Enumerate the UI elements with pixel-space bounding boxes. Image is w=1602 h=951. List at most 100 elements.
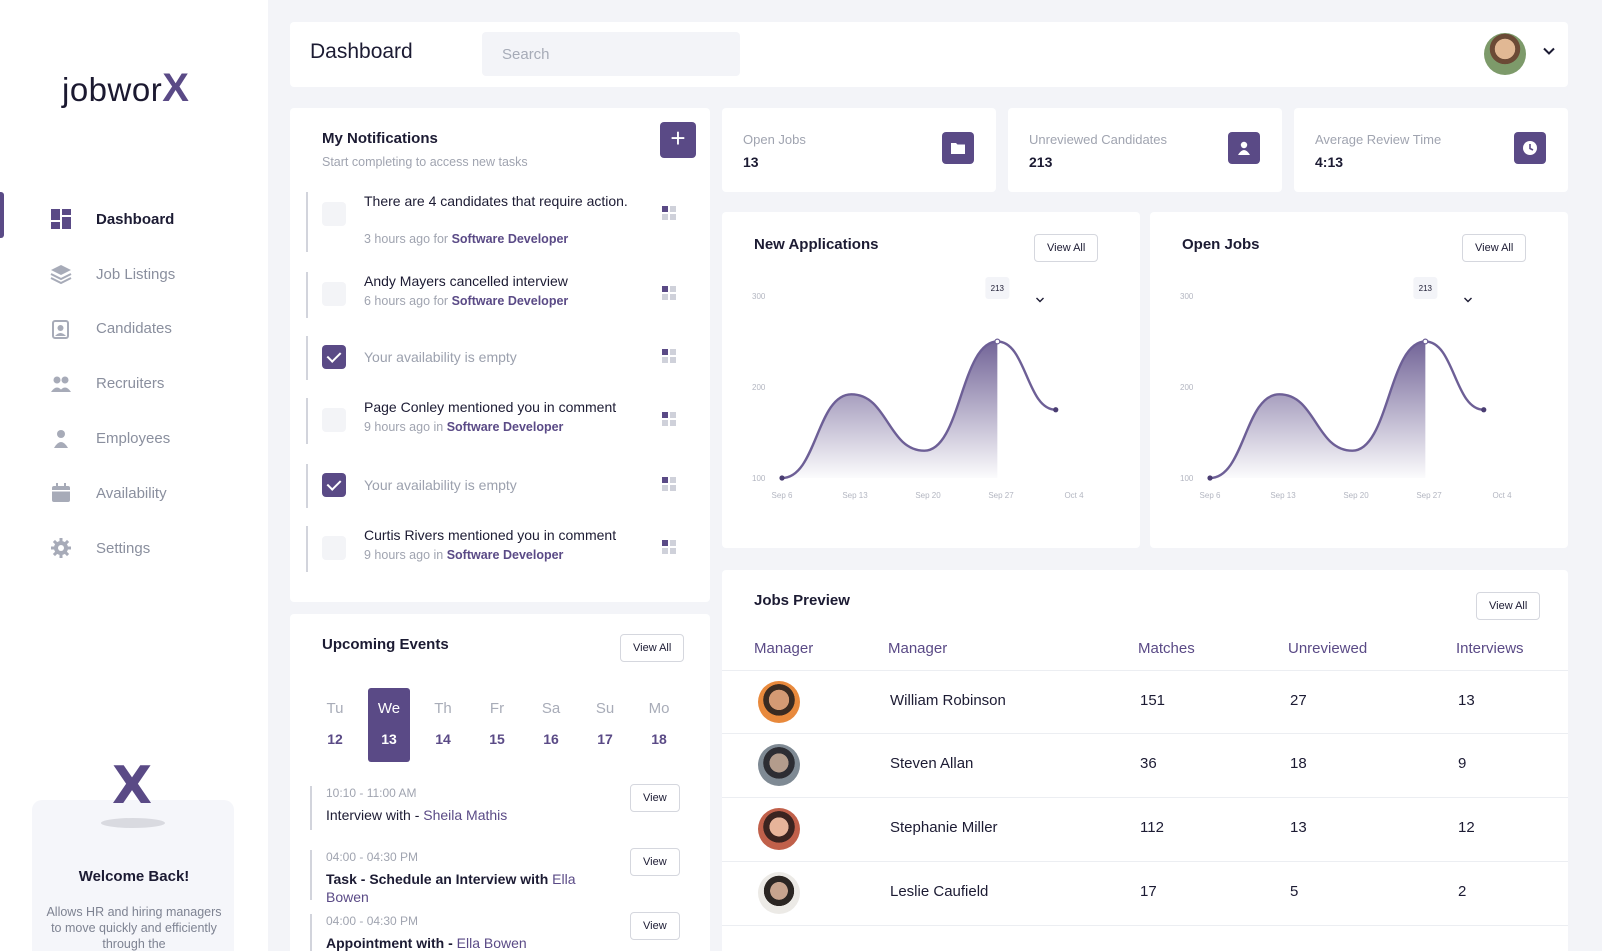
day-fr[interactable]: Fr 15 — [476, 688, 518, 762]
data-point[interactable] — [1053, 407, 1059, 413]
day-sa[interactable]: Sa 16 — [530, 688, 572, 762]
drag-handle-icon[interactable] — [662, 540, 676, 554]
event-view-button[interactable]: View — [630, 912, 680, 940]
table-row[interactable]: Stephanie Miller 112 13 12 — [722, 798, 1568, 862]
day-th[interactable]: Th 14 — [422, 688, 464, 762]
add-notification-button[interactable]: + — [660, 122, 696, 158]
event-title-bold: Appointment with - — [326, 935, 457, 951]
notification-checkbox[interactable] — [322, 408, 346, 432]
drag-handle-icon[interactable] — [662, 349, 676, 363]
event-title-bold: Task - Schedule an Interview with — [326, 871, 553, 887]
notification-checkbox[interactable] — [322, 282, 346, 306]
notification-item: Your availability is empty — [306, 336, 696, 380]
notification-checkbox[interactable] — [322, 473, 346, 497]
column-header-unreviewed[interactable]: Unreviewed — [1288, 640, 1368, 657]
notification-time: 6 hours ago for — [364, 294, 452, 308]
table-row[interactable]: Steven Allan 36 18 9 — [722, 734, 1568, 798]
search-input[interactable] — [482, 32, 740, 76]
series-area — [782, 341, 998, 478]
column-header-interviews[interactable]: Interviews — [1456, 640, 1524, 657]
view-all-label: View All — [1475, 242, 1514, 254]
x-tick-label: Sep 13 — [842, 491, 868, 500]
day-we[interactable]: We 13 — [368, 688, 410, 762]
stat-card-unreviewed-candidates[interactable]: Unreviewed Candidates 213 — [1008, 108, 1282, 192]
drag-handle-icon[interactable] — [662, 206, 676, 220]
jobs-view-all-button[interactable]: View All — [1476, 592, 1541, 620]
events-view-all-button[interactable]: View All — [620, 634, 685, 662]
event-person[interactable]: Ella Bowen — [456, 935, 527, 951]
notification-bar — [306, 272, 308, 318]
peak-point[interactable] — [994, 338, 1001, 345]
sidebar-item-settings[interactable]: Settings — [0, 521, 268, 576]
new-applications-chart: 300 200 100 Sep 6 Sep 13 Sep 20 Sep 27 Oct 4 213 — [752, 277, 1084, 500]
notifications-card: My Notifications Start completing to acc… — [290, 108, 710, 602]
welcome-logo-shadow — [101, 818, 165, 828]
event-item: 10:10 - 11:00 AM Interview with - Sheila… — [310, 784, 690, 830]
user-avatar[interactable] — [1484, 33, 1526, 75]
stat-label: Open Jobs — [743, 132, 806, 147]
peak-point[interactable] — [1422, 338, 1429, 345]
data-point[interactable] — [1481, 407, 1487, 413]
events-title: Upcoming Events — [322, 636, 449, 653]
drag-handle-icon[interactable] — [662, 477, 676, 491]
x-tick-label: Sep 6 — [1200, 491, 1221, 500]
notification-time: 9 hours ago in — [364, 420, 447, 434]
event-person[interactable]: Ella Bowen — [326, 871, 576, 905]
event-view-button[interactable]: View — [630, 784, 680, 812]
sidebar-item-job-listings[interactable]: Job Listings — [0, 247, 268, 302]
stat-value: 4:13 — [1315, 154, 1344, 170]
notification-link[interactable]: Software Developer — [451, 232, 569, 246]
series-line — [1209, 340, 1484, 480]
manager-avatar — [758, 872, 800, 914]
column-header-matches[interactable]: Matches — [1138, 640, 1195, 657]
event-person[interactable]: Sheila Mathis — [423, 807, 508, 823]
sidebar-item-availability[interactable]: Availability — [0, 466, 268, 521]
notification-item: Page Conley mentioned you in comment 9 h… — [306, 398, 696, 444]
day-date: 15 — [489, 731, 505, 747]
chart-view-all-button[interactable]: View All — [1462, 234, 1527, 303]
stat-card-average-review-time[interactable]: Average Review Time 4:13 — [1294, 108, 1568, 192]
notification-checkbox[interactable] — [322, 536, 346, 560]
x-tick-label: Oct 4 — [1064, 491, 1084, 500]
matches-count: 151 — [1140, 692, 1166, 709]
manager-name: William Robinson — [890, 692, 1006, 709]
sidebar-item-employees[interactable]: Employees — [0, 411, 268, 466]
sidebar-item-dashboard[interactable]: Dashboard — [0, 192, 268, 247]
notification-checkbox[interactable] — [322, 345, 346, 369]
notification-link[interactable]: Software Developer — [446, 420, 564, 434]
column-header-manager-name[interactable]: Manager — [888, 640, 948, 657]
day-su[interactable]: Su 17 — [584, 688, 626, 762]
day-name: Sa — [541, 700, 561, 717]
day-mo[interactable]: Mo 18 — [638, 688, 680, 762]
clock-icon — [1514, 132, 1546, 164]
manager-avatar — [758, 681, 800, 723]
app-logo[interactable]: jobworX — [62, 66, 189, 111]
stat-card-open-jobs[interactable]: Open Jobs 13 — [722, 108, 996, 192]
x-tick-label: Sep 20 — [1343, 491, 1369, 500]
table-row[interactable]: Leslie Caufield 17 5 2 — [722, 862, 1568, 926]
drag-handle-icon[interactable] — [662, 412, 676, 426]
user-icon — [1228, 132, 1260, 164]
notification-link[interactable]: Software Developer — [446, 548, 564, 562]
data-point[interactable] — [779, 475, 785, 481]
data-point[interactable] — [1207, 475, 1213, 481]
notification-text: Page Conley mentioned you in comment — [364, 399, 617, 415]
sidebar-item-label: Availability — [96, 484, 167, 502]
event-time: 04:00 - 04:30 PM — [326, 850, 419, 864]
sidebar-item-label: Candidates — [96, 320, 172, 338]
notification-checkbox[interactable] — [322, 202, 346, 226]
day-name: Fr — [489, 700, 505, 717]
interviews-count: 12 — [1458, 819, 1475, 836]
event-view-button[interactable]: View — [630, 848, 680, 876]
notification-bar — [306, 192, 308, 252]
chevron-down-icon[interactable] — [1542, 44, 1556, 58]
column-header-manager[interactable]: Manager — [754, 640, 814, 657]
drag-handle-icon[interactable] — [662, 286, 676, 300]
table-row[interactable]: William Robinson 151 27 13 — [722, 670, 1568, 734]
interviews-count: 2 — [1458, 883, 1467, 900]
day-tu[interactable]: Tu 12 — [314, 688, 356, 762]
sidebar-item-recruiters[interactable]: Recruiters — [0, 356, 268, 411]
sidebar-item-candidates[interactable]: Candidates — [0, 302, 268, 357]
notification-link[interactable]: Software Developer — [451, 294, 569, 308]
chart-view-all-button[interactable]: View All — [1034, 234, 1099, 303]
